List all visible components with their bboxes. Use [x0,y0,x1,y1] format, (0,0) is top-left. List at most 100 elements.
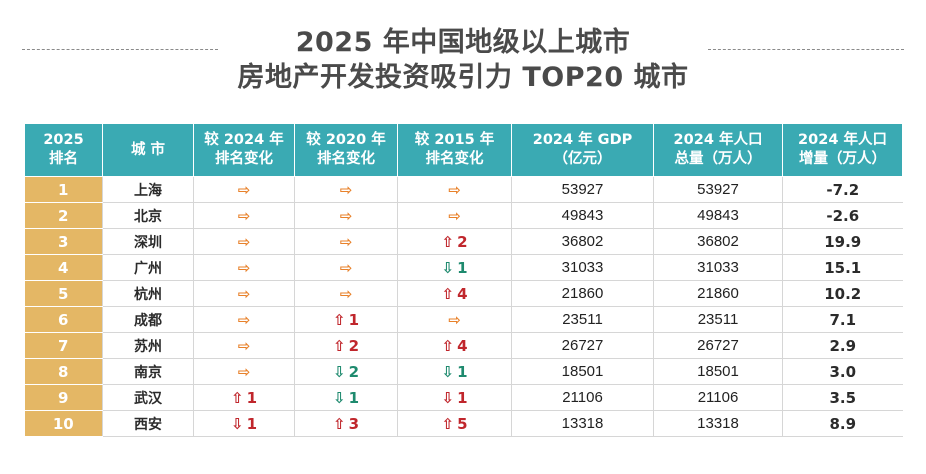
gdp-cell: 49843 [511,202,654,229]
arrow-right-icon: ⇨ [339,232,353,251]
arrow-right-icon: ⇨ [237,336,251,355]
gdp-cell: 53927 [511,176,654,203]
population-cell: 53927 [653,176,783,203]
arrow-up-icon: ⇧ [332,336,346,355]
population-increase-cell: 3.5 [782,384,903,411]
change-2024-cell: ⇨ [193,254,295,281]
city-cell: 成都 [102,306,194,333]
table-row: 2 北京 ⇨ ⇨ ⇨ 49843 49843 -2.6 [24,202,903,229]
header-population-increase: 2024 年人口 增量（万人） [782,123,903,177]
population-cell: 13318 [653,410,783,437]
population-cell: 21860 [653,280,783,307]
change-2015-cell: ⇩ 1 [397,254,512,281]
table-row: 10 西安 ⇩ 1 ⇧ 3 ⇧ 5 13318 13318 8.9 [24,410,903,437]
rank-change-value: 2 [457,232,468,251]
population-increase-cell: -7.2 [782,176,903,203]
change-2015-cell: ⇩ 1 [397,384,512,411]
header-change-2020: 较 2020 年排名变化 [294,123,398,177]
rank-cell: 1 [24,176,103,203]
rank-cell: 8 [24,358,103,385]
arrow-up-icon: ⇧ [441,284,455,303]
population-increase-cell: 15.1 [782,254,903,281]
city-cell: 上海 [102,176,194,203]
population-cell: 36802 [653,228,783,255]
rank-change-value: 1 [457,362,468,381]
arrow-right-icon: ⇨ [237,284,251,303]
rank-change-value: 4 [457,336,468,355]
arrow-up-icon: ⇧ [332,414,346,433]
arrow-right-icon: ⇨ [339,258,353,277]
population-increase-cell: 7.1 [782,306,903,333]
change-2015-cell: ⇧ 2 [397,228,512,255]
rank-change-value: 1 [348,388,359,407]
rank-cell: 5 [24,280,103,307]
rank-cell: 7 [24,332,103,359]
arrow-right-icon: ⇨ [237,206,251,225]
table-row: 8 南京 ⇨ ⇩ 2 ⇩ 1 18501 18501 3.0 [24,358,903,385]
arrow-right-icon: ⇨ [237,232,251,251]
population-cell: 31033 [653,254,783,281]
gdp-cell: 21860 [511,280,654,307]
arrow-right-icon: ⇨ [339,180,353,199]
population-increase-cell: 8.9 [782,410,903,437]
arrow-down-icon: ⇩ [441,258,455,277]
population-cell: 26727 [653,332,783,359]
arrow-right-icon: ⇨ [448,310,461,329]
city-cell: 北京 [102,202,194,229]
change-2020-cell: ⇨ [294,176,398,203]
population-increase-cell: 10.2 [782,280,903,307]
city-cell: 杭州 [102,280,194,307]
table-body: 1 上海 ⇨ ⇨ ⇨ 53927 53927 -7.2 2 北京 ⇨ ⇨ ⇨ 49843 49843 -2.6… [24,176,903,437]
change-2024-cell: ⇨ [193,228,295,255]
change-2020-cell: ⇧ 3 [294,410,398,437]
rank-change-value: 5 [457,414,468,433]
header-rank: 2025 排名 [24,123,103,177]
arrow-up-icon: ⇧ [441,232,455,251]
change-2015-cell: ⇧ 4 [397,332,512,359]
city-cell: 广州 [102,254,194,281]
arrow-right-icon: ⇨ [237,180,251,199]
arrow-right-icon: ⇨ [448,180,461,199]
population-increase-cell: 3.0 [782,358,903,385]
change-2015-cell: ⇧ 4 [397,280,512,307]
change-2020-cell: ⇨ [294,280,398,307]
change-2024-cell: ⇨ [193,176,295,203]
rank-cell: 4 [24,254,103,281]
city-cell: 南京 [102,358,194,385]
table-row: 3 深圳 ⇨ ⇨ ⇧ 2 36802 36802 19.9 [24,228,903,255]
rank-change-value: 1 [348,310,359,329]
change-2024-cell: ⇨ [193,202,295,229]
population-cell: 18501 [653,358,783,385]
change-2020-cell: ⇩ 2 [294,358,398,385]
rank-cell: 10 [24,410,103,437]
change-2024-cell: ⇩ 1 [193,410,295,437]
page-title-line1: 2025 年中国地级以上城市 [295,27,631,58]
change-2024-cell: ⇨ [193,280,295,307]
rank-change-value: 1 [246,388,257,407]
arrow-down-icon: ⇩ [441,388,455,407]
arrow-down-icon: ⇩ [332,388,346,407]
header-change-2024: 较 2024 年排名变化 [193,123,295,177]
table-row: 5 杭州 ⇨ ⇨ ⇧ 4 21860 21860 10.2 [24,280,903,307]
arrow-up-icon: ⇧ [441,336,455,355]
arrow-right-icon: ⇨ [237,310,251,329]
change-2024-cell: ⇧ 1 [193,384,295,411]
arrow-up-icon: ⇧ [332,310,346,329]
table-row: 7 苏州 ⇨ ⇧ 2 ⇧ 4 26727 26727 2.9 [24,332,903,359]
change-2024-cell: ⇨ [193,358,295,385]
change-2024-cell: ⇨ [193,306,295,333]
arrow-up-icon: ⇧ [230,388,244,407]
gdp-cell: 18501 [511,358,654,385]
header-change-2015: 较 2015 年排名变化 [397,123,512,177]
gdp-cell: 31033 [511,254,654,281]
arrow-right-icon: ⇨ [339,206,353,225]
arrow-down-icon: ⇩ [230,414,244,433]
arrow-down-icon: ⇩ [332,362,346,381]
change-2020-cell: ⇧ 2 [294,332,398,359]
gdp-cell: 36802 [511,228,654,255]
arrow-right-icon: ⇨ [237,362,251,381]
change-2015-cell: ⇨ [397,202,512,229]
change-2020-cell: ⇨ [294,202,398,229]
rank-change-value: 3 [348,414,359,433]
population-increase-cell: -2.6 [782,202,903,229]
